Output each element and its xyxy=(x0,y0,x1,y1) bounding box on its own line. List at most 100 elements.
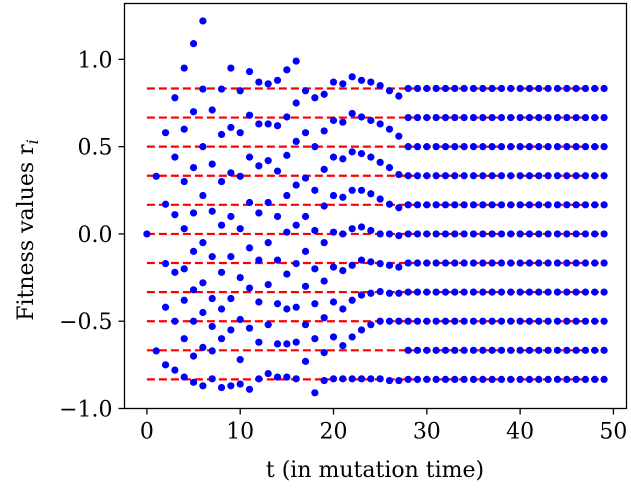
data-point xyxy=(460,288,468,296)
data-point xyxy=(563,113,571,122)
data-point xyxy=(451,288,459,296)
data-point xyxy=(591,288,599,296)
data-point xyxy=(367,116,375,125)
data-point xyxy=(507,172,515,180)
data-point xyxy=(423,143,431,151)
data-point xyxy=(488,375,496,383)
data-point xyxy=(497,375,506,383)
data-point xyxy=(395,92,403,100)
data-point xyxy=(357,186,366,194)
data-point xyxy=(301,174,310,182)
data-point xyxy=(600,259,608,267)
data-point xyxy=(385,87,394,95)
data-point xyxy=(199,17,207,25)
data-point xyxy=(497,259,506,267)
data-point xyxy=(441,113,450,122)
data-point xyxy=(311,226,319,235)
data-point xyxy=(600,346,608,354)
data-point xyxy=(451,230,459,238)
data-point xyxy=(488,113,496,122)
data-point xyxy=(199,239,207,247)
data-point xyxy=(395,263,403,271)
data-point xyxy=(469,113,478,122)
data-point xyxy=(385,261,394,269)
data-point xyxy=(404,346,412,354)
data-point xyxy=(581,230,590,238)
y-tick-label: −0.5 xyxy=(59,310,112,335)
data-point xyxy=(479,346,487,354)
data-point xyxy=(339,80,347,88)
data-point xyxy=(581,375,590,383)
data-point xyxy=(507,84,515,93)
data-point xyxy=(413,317,422,325)
data-point xyxy=(357,375,366,383)
data-point xyxy=(311,186,319,194)
data-point xyxy=(591,201,599,209)
y-tick-label: 0.5 xyxy=(78,136,113,161)
data-point xyxy=(395,170,403,179)
data-point xyxy=(469,172,478,180)
data-point xyxy=(451,346,459,354)
data-point xyxy=(600,288,608,296)
data-point xyxy=(339,118,347,126)
data-point xyxy=(217,177,226,186)
data-point xyxy=(432,375,440,383)
data-point xyxy=(348,225,356,233)
data-point xyxy=(161,361,170,369)
data-point xyxy=(563,259,571,267)
data-point xyxy=(301,357,310,365)
data-point xyxy=(348,296,356,304)
data-point xyxy=(544,113,552,122)
data-point xyxy=(227,169,235,177)
data-point xyxy=(460,346,468,354)
data-point xyxy=(497,84,506,93)
data-point xyxy=(273,76,282,84)
data-point xyxy=(432,172,440,180)
data-point xyxy=(497,113,506,122)
data-point xyxy=(189,247,198,255)
data-point xyxy=(507,317,515,325)
data-point xyxy=(469,84,478,93)
data-point xyxy=(469,259,478,267)
data-point xyxy=(553,288,562,296)
data-point xyxy=(357,223,366,231)
data-point xyxy=(236,225,244,233)
data-point xyxy=(553,172,562,180)
data-point xyxy=(273,212,282,221)
data-point xyxy=(460,143,468,151)
data-point xyxy=(516,172,524,180)
data-point xyxy=(255,120,263,128)
data-point xyxy=(553,375,562,383)
data-point xyxy=(199,382,207,390)
data-point xyxy=(217,335,226,343)
data-point xyxy=(357,326,366,334)
data-point xyxy=(189,40,198,48)
data-point xyxy=(600,230,608,238)
data-point xyxy=(497,143,506,151)
data-point xyxy=(516,288,524,296)
data-point xyxy=(189,352,198,360)
data-point xyxy=(329,228,338,236)
data-point xyxy=(348,148,356,156)
data-point xyxy=(553,230,562,238)
data-point xyxy=(161,303,170,311)
data-point xyxy=(171,153,179,161)
data-point xyxy=(572,84,580,93)
data-point xyxy=(600,201,608,209)
data-point xyxy=(525,259,534,267)
data-point xyxy=(171,317,179,325)
data-point xyxy=(572,375,580,383)
data-point xyxy=(469,201,478,209)
data-point xyxy=(199,279,207,287)
data-point xyxy=(591,259,599,267)
data-point xyxy=(563,317,571,325)
data-point xyxy=(572,230,580,238)
data-point xyxy=(535,172,543,180)
data-point xyxy=(385,163,394,172)
data-point xyxy=(301,87,310,95)
x-tick-label: 0 xyxy=(140,420,154,445)
data-point xyxy=(525,317,534,325)
data-point xyxy=(460,84,468,93)
data-point xyxy=(320,349,328,357)
data-point xyxy=(152,172,160,180)
